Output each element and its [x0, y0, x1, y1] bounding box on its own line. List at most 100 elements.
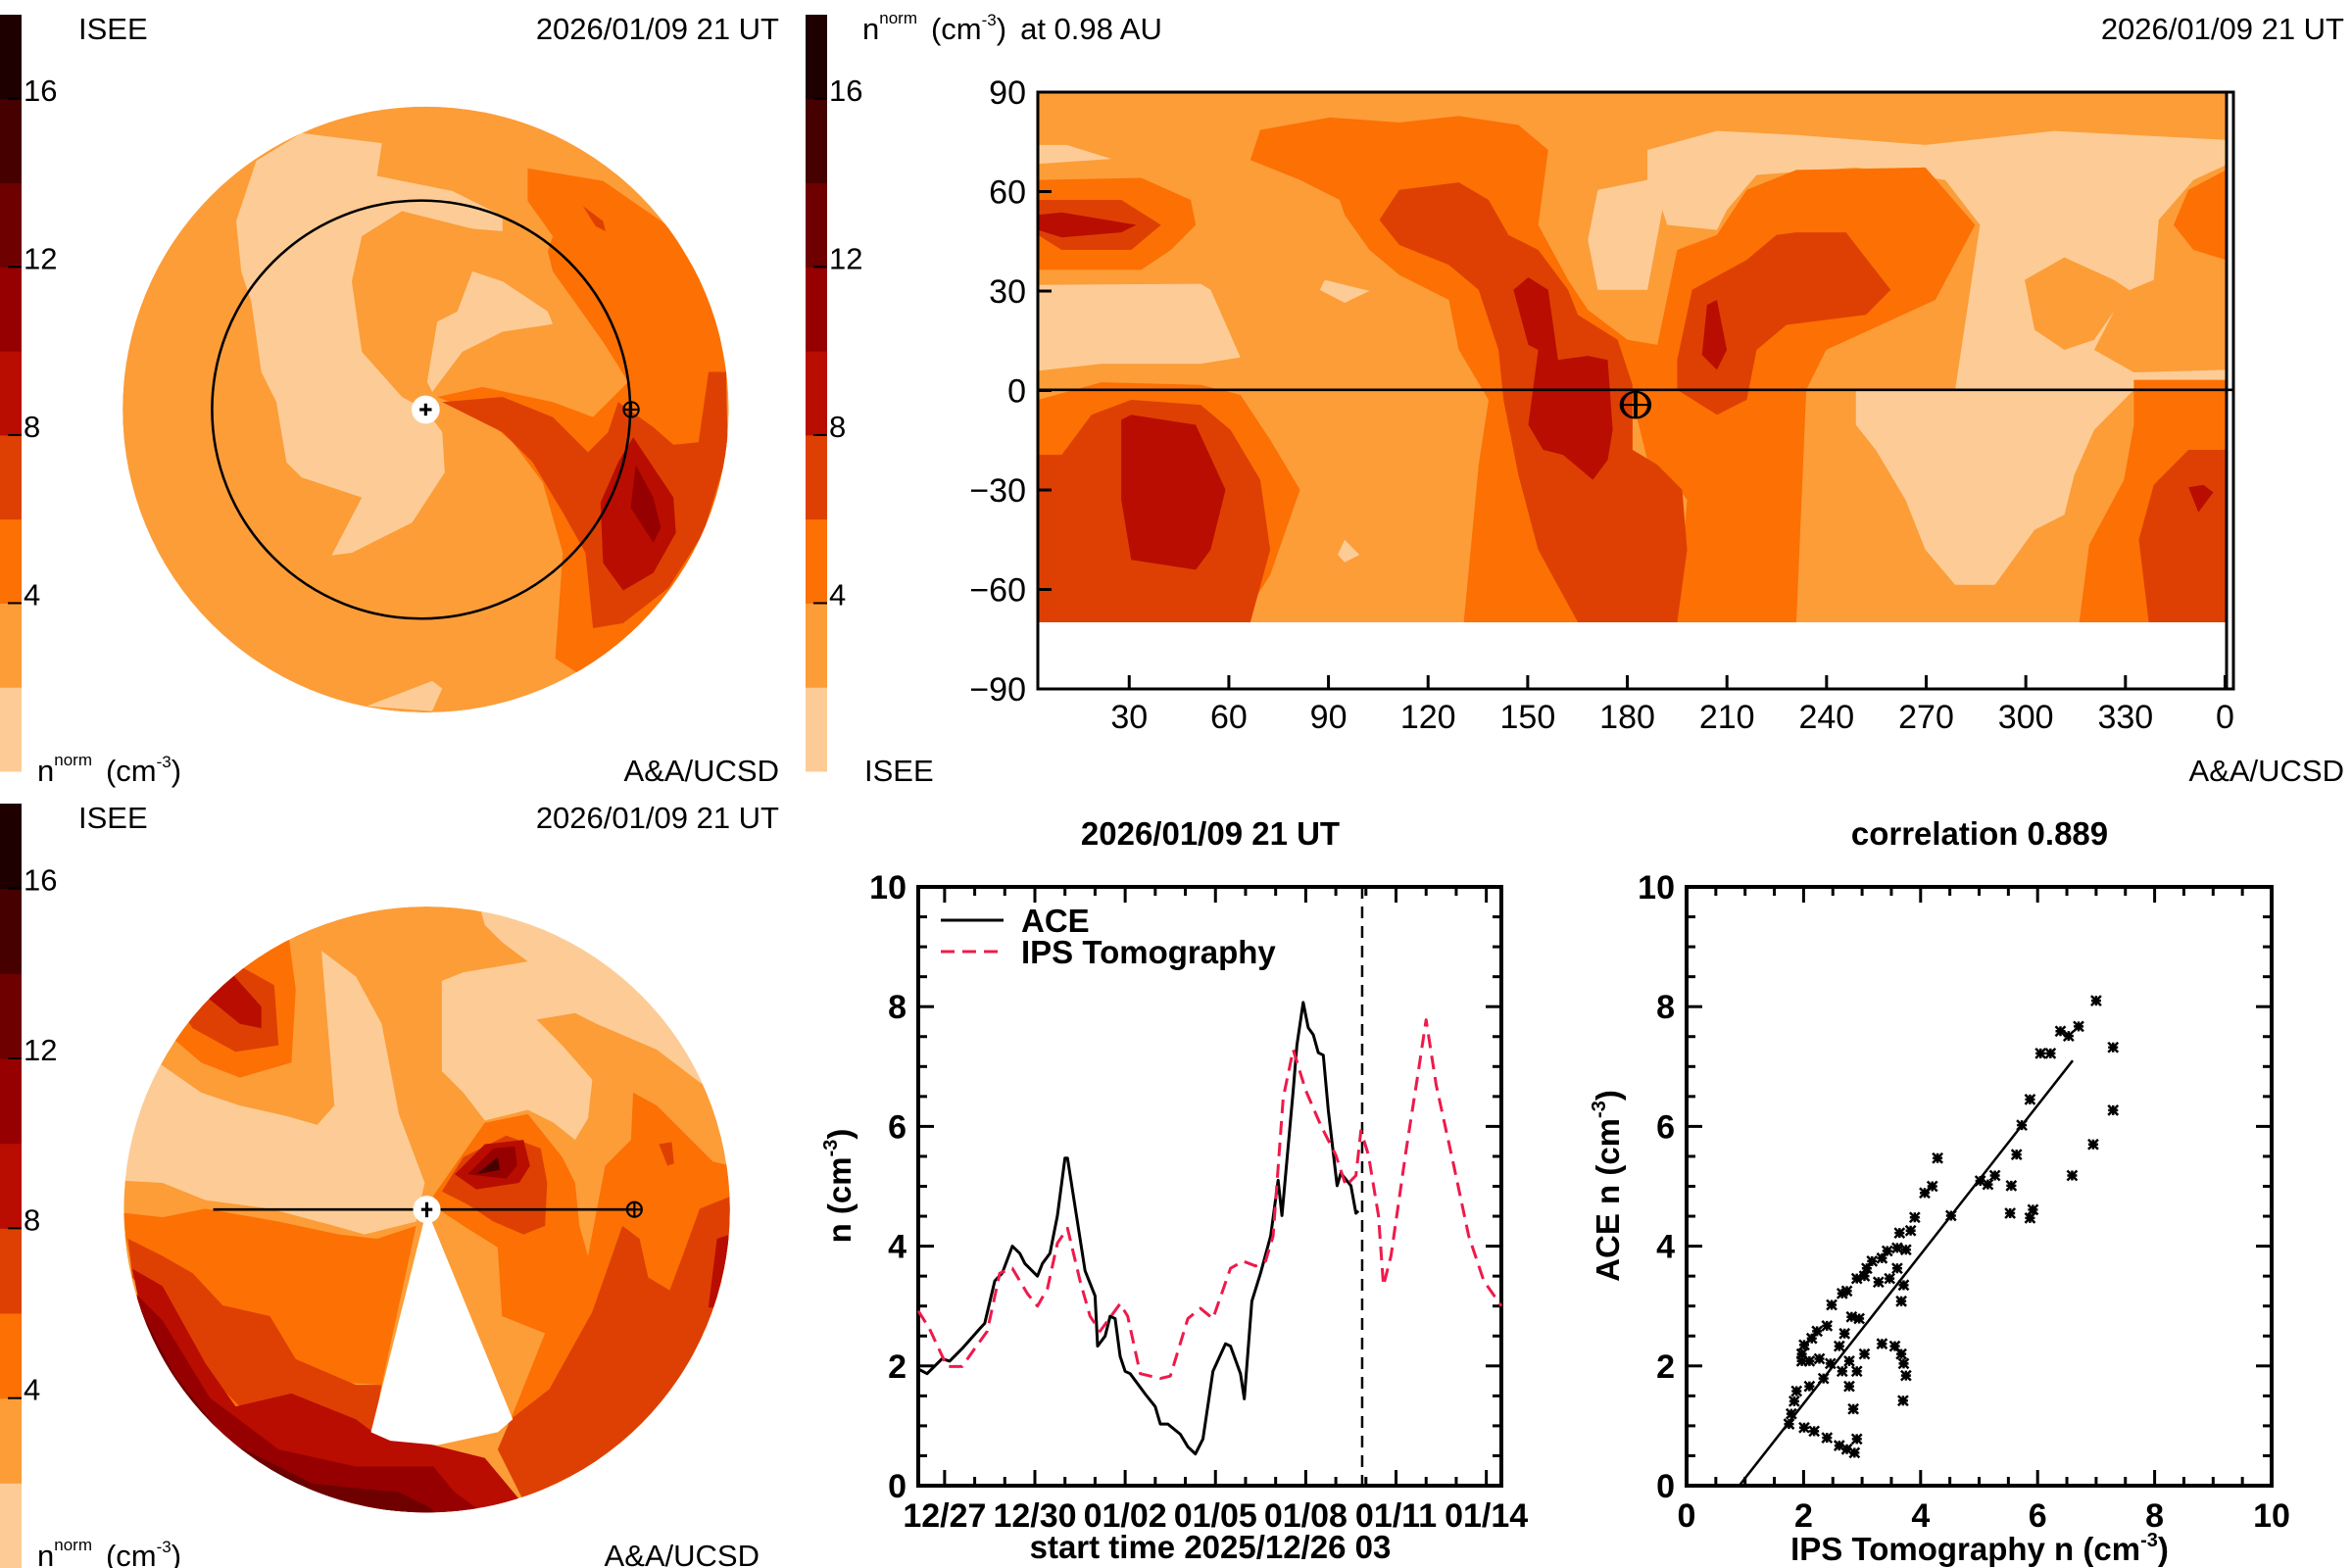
sun-cross-icon: [420, 1201, 433, 1218]
x-tick-label: 10: [2253, 1497, 2290, 1535]
x-tick-label: 4: [1911, 1497, 1930, 1535]
scatter-point: [2107, 1041, 2120, 1054]
time-series-chart: 2026/01/09 21 UT start time 2025/12/26 0…: [820, 815, 1528, 1565]
density-contours: [122, 106, 729, 713]
colorbar-band: [0, 1058, 22, 1145]
scatter-point: [1848, 1446, 1861, 1459]
scatter-point: [2027, 1203, 2039, 1216]
colorbar-band: [0, 888, 22, 974]
scatter-point: [1817, 1372, 1830, 1385]
meridional-view-bottom-left: ISEE 2026/01/09 21 UT nnorm (cm-3) A&A/UC…: [37, 801, 779, 1568]
scatter-point: [1853, 1312, 1865, 1325]
colorbar-tick-label: 4: [829, 577, 846, 612]
scatter-chart: correlation 0.889 IPS Tomography n (cm-3…: [1589, 815, 2290, 1567]
lon-tick-label: 90: [1310, 699, 1348, 736]
contour-region: [1337, 539, 1360, 563]
colorbar-band: [806, 98, 827, 184]
timestamp: 2026/01/09 21 UT: [536, 801, 779, 835]
contour-region: [708, 1234, 730, 1308]
scatter-point: [2087, 1138, 2099, 1151]
scatter-point: [2005, 1180, 2018, 1192]
contour-region: [426, 270, 554, 392]
scatter-point: [1821, 1432, 1834, 1445]
colorbar-band: [0, 804, 22, 890]
x-axis-label: IPS Tomography n (cm-3): [1790, 1530, 2169, 1567]
contour-region: [1038, 144, 1112, 165]
y-tick-label: 0: [1656, 1468, 1675, 1505]
earth-icon: [625, 1200, 643, 1218]
scatter-point: [2066, 1169, 2079, 1182]
colorbar-band: [0, 98, 22, 184]
x-tick-label: 01/08: [1264, 1497, 1348, 1535]
scatter-point: [1891, 1262, 1903, 1275]
contour-region: [367, 680, 443, 711]
x-tick-label: 12/27: [903, 1497, 986, 1535]
scatter-point: [1843, 1355, 1855, 1367]
legend: ACE IPS Tomography: [941, 903, 1276, 970]
plot-frame: [1685, 885, 2274, 1488]
scatter-point: [1944, 1209, 1957, 1222]
contour-region: [1319, 279, 1370, 304]
lat-tick-label: −30: [969, 472, 1026, 510]
series-line-ace: [917, 1001, 1360, 1456]
scatter-point: [1866, 1254, 1879, 1267]
x-tick-label: 0: [1678, 1497, 1696, 1535]
scatter-point: [1899, 1369, 1912, 1382]
scatter-point: [1872, 1276, 1885, 1289]
x-tick-label: 2: [1794, 1497, 1813, 1535]
scatter-point: [2090, 995, 2102, 1006]
contour-region: [1677, 232, 1891, 416]
scatter-point: [1884, 1272, 1896, 1285]
colorbar-tick-label: 16: [24, 863, 57, 898]
scatter-point: [1858, 1348, 1871, 1360]
contour-region: [497, 1196, 730, 1510]
colorbar-tick-label: 8: [24, 1202, 40, 1237]
colorbar-band: [0, 1143, 22, 1229]
density-contours: [123, 906, 730, 1513]
colorbar-band: [0, 267, 22, 352]
scatter-point: [1821, 1319, 1834, 1332]
scatter-point: [2016, 1119, 2028, 1132]
colorbar-band: [806, 518, 827, 604]
scatter-point: [1838, 1327, 1851, 1340]
series-line-ips-tomography: [916, 1018, 1503, 1381]
x-axis-label: start time 2025/12/26 03: [1030, 1529, 1392, 1565]
contour-region: [2024, 257, 2130, 350]
lon-tick-label: 30: [1110, 699, 1148, 736]
colorbar-band: [806, 351, 827, 436]
colorbar-band: [806, 603, 827, 688]
lon-tick-label: 180: [1599, 699, 1655, 736]
colorbar-tick-label: 12: [829, 241, 862, 275]
source-label: ISEE: [864, 754, 934, 788]
scatter-point: [1811, 1325, 1824, 1338]
colorbar-band: [0, 973, 22, 1059]
scatter-point: [1881, 1245, 1893, 1257]
scatter-point: [1808, 1425, 1821, 1438]
colorbar-tick-label: 12: [24, 241, 57, 275]
lon-tick-label: 240: [1798, 699, 1854, 736]
x-tick-label: 01/05: [1174, 1497, 1257, 1535]
contour-region: [1855, 389, 2134, 585]
scatter-point: [1790, 1385, 1803, 1397]
density-contours: [1038, 92, 2233, 622]
scatter-point: [1795, 1348, 1808, 1360]
contour-region: [475, 1156, 501, 1175]
scatter-point: [1826, 1298, 1838, 1311]
colorbar-tick-label: 8: [24, 410, 40, 444]
scatter-point: [1982, 1178, 1994, 1191]
timestamp: 2026/01/09 21 UT: [536, 12, 779, 46]
contour-region: [582, 206, 606, 231]
x-tick-label: 6: [2029, 1497, 2047, 1535]
scatter-point: [1798, 1339, 1810, 1351]
colorbar-tick-label: 12: [24, 1033, 57, 1067]
scatter-point: [1899, 1244, 1912, 1256]
scatter-point: [1897, 1279, 1910, 1292]
colorbar-bottom-left: 16 12 8 4: [0, 804, 57, 1568]
colorbar-band: [0, 15, 22, 100]
scatter-point: [1897, 1395, 1909, 1407]
colorbar-map: 16 12 8 4: [806, 15, 862, 772]
colorbar-band: [806, 687, 827, 772]
x-tick-label: 8: [2145, 1497, 2164, 1535]
